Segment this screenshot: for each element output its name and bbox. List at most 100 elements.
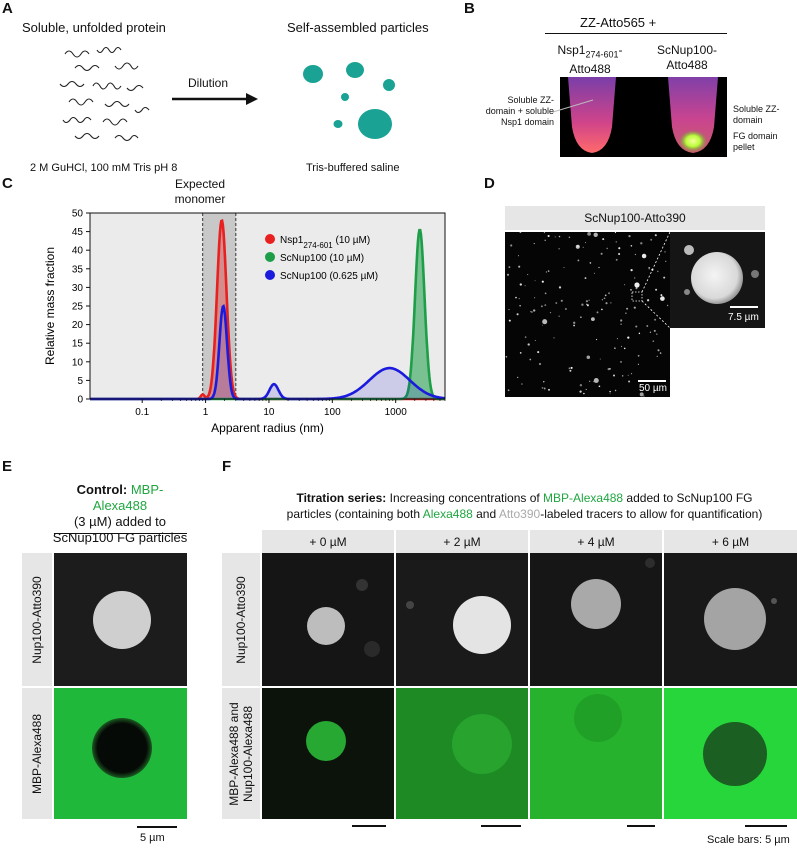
panel-e-row1-label-box: Nup100-Atto390 [22, 553, 52, 686]
particle-dot [593, 232, 598, 237]
particle-dot [624, 284, 626, 286]
col-header-0: + 0 µM [262, 530, 394, 553]
right-tube-annotation-top: Soluble ZZ-domain [733, 104, 780, 125]
panel-e-row2-label: MBP-Alexa488 [30, 713, 44, 794]
particle-dot [635, 287, 638, 290]
panel-e-title: Control: MBP-Alexa488 (3 µM) added to Sc… [52, 482, 188, 545]
control-alexa488-image [54, 688, 187, 819]
y-tick-label-2: 10 [72, 357, 84, 368]
particle-dot [558, 315, 560, 317]
particle-dot [663, 276, 666, 279]
particle-dot [519, 352, 522, 354]
particle-dot [626, 307, 629, 310]
main-scale-bar [638, 380, 666, 382]
particle-dot [519, 232, 522, 233]
titration-4-scale-bar [627, 825, 655, 827]
particle-dot [604, 294, 607, 297]
particle-dot [657, 349, 660, 352]
particle-dot [564, 307, 567, 311]
particle-dot [555, 302, 558, 304]
panel-f-title: Titration series: Increasing concentrati… [286, 491, 763, 521]
panel-e-title-rule [54, 533, 187, 534]
particle-dot [570, 366, 573, 369]
particle-dot [515, 296, 517, 299]
unfolded-protein-squiggles [59, 46, 150, 142]
particle-dot [606, 247, 609, 250]
particle-dot [639, 392, 644, 397]
particle-dot [627, 336, 630, 339]
particle-dot [558, 235, 561, 238]
particle-dot [573, 324, 575, 327]
particle-dot [648, 267, 650, 269]
particle-dot [538, 362, 542, 366]
particle-dot [656, 333, 658, 335]
particle-dot [580, 316, 582, 318]
particle-dot [603, 297, 606, 300]
particle-dot [660, 296, 665, 301]
y-tick-label-9: 45 [72, 227, 84, 238]
particle-dot [596, 339, 598, 341]
particle-dot [576, 245, 579, 248]
particle-dot [527, 274, 529, 276]
particle-dot [540, 305, 543, 308]
particle-dot [534, 297, 536, 299]
particle-dot [543, 381, 545, 383]
particle-dot [623, 347, 626, 350]
particle-dot [545, 271, 547, 273]
left-tube-annotation: Soluble ZZ-domain + soluble Nsp1 domain [485, 95, 554, 127]
panel-b-header: ZZ-Atto565 + [580, 15, 657, 30]
particle-dot [643, 395, 645, 397]
particle-dot [537, 351, 540, 354]
legend-swatch-0 [265, 234, 275, 244]
particle-dot [660, 294, 663, 297]
particle-dot [544, 239, 546, 242]
particle-dot [630, 373, 633, 375]
y-tick-label-4: 20 [72, 320, 84, 331]
particle-dot [516, 313, 519, 316]
panel-a-letter: A [2, 0, 13, 17]
particle-dot [666, 304, 669, 307]
titration-0-alexa488-image [262, 688, 394, 819]
particle-dot [508, 319, 511, 322]
particle-dot [599, 358, 601, 360]
particle-dot [577, 259, 580, 262]
particle-dot [586, 304, 589, 307]
y-axis-label: Relative mass fraction [43, 247, 57, 365]
particle-dot [652, 340, 655, 342]
panel-f-letter: F [222, 458, 232, 475]
particle-dot [517, 255, 520, 257]
legend-entry-0: Nsp1274-601 (10 µM) [280, 235, 370, 250]
particle-dot [587, 232, 591, 236]
particle-dot [534, 280, 536, 282]
legend-swatch-1 [265, 252, 275, 262]
panel-b-header-rule [545, 33, 727, 34]
particle-dot [638, 332, 641, 335]
particle-dot [600, 252, 603, 255]
particle-dot [598, 266, 600, 269]
particle-dot [605, 302, 608, 305]
particle-dot [518, 265, 521, 268]
particle-dot [582, 246, 584, 248]
particle-dot [521, 383, 523, 385]
panel-d-letter: D [484, 175, 495, 192]
particle-dot [637, 354, 640, 357]
self-assembled-particles [303, 62, 395, 139]
particle-dot [656, 388, 658, 390]
main-scale-label: 50 µm [639, 383, 667, 394]
x-tick-label-3: 100 [324, 407, 341, 418]
particle-dot [659, 352, 662, 354]
particle-dot [581, 303, 584, 306]
y-tick-label-1: 5 [77, 376, 83, 387]
titration-2-atto390-image [396, 553, 528, 686]
particle-dot [508, 266, 511, 269]
tube1-label: Nsp1274-601- Atto488 [557, 43, 623, 77]
particle-dot [620, 361, 622, 363]
particle-dot [593, 272, 595, 274]
particle-dot [541, 386, 544, 389]
particle-dot [650, 238, 653, 241]
particle-dot [558, 286, 562, 289]
panel-f-row2-label-box: MBP-Alexa488 and Nup100-Alexa488 [222, 688, 260, 819]
dilution-arrow [172, 93, 258, 105]
particle-dot [553, 337, 555, 339]
col-header-1: + 2 µM [396, 530, 528, 553]
